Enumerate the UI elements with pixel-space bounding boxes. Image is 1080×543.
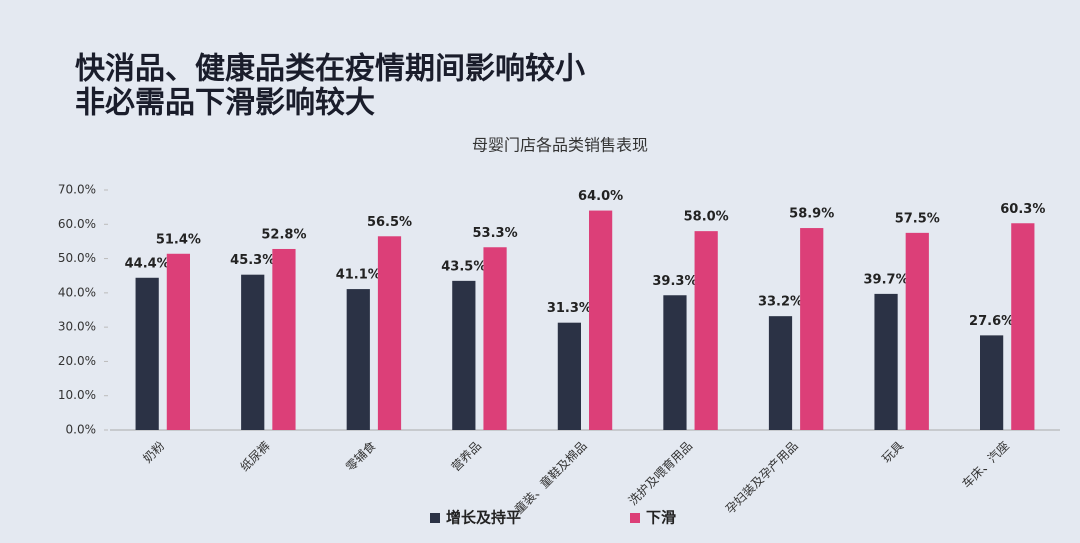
value-label: 44.4%: [125, 256, 170, 271]
value-label: 31.3%: [547, 301, 592, 316]
y-tick-label: 40.0%: [58, 285, 96, 299]
bar: [800, 228, 824, 430]
legend-swatch: [430, 513, 440, 523]
bar: [241, 274, 265, 430]
bar: [663, 295, 687, 430]
headline: 非必需品下滑影响较大: [75, 86, 375, 121]
bar: [768, 316, 793, 430]
bar: [557, 322, 581, 430]
y-tick-label: 0.0%: [66, 423, 97, 437]
value-label: 58.0%: [684, 210, 729, 225]
legend-swatch: [630, 513, 640, 523]
value-label: 41.1%: [336, 268, 381, 283]
y-tick-label: 60.0%: [58, 217, 96, 231]
value-label: 58.9%: [789, 207, 834, 222]
bar: [483, 247, 507, 430]
y-tick-label: 70.0%: [58, 183, 96, 197]
value-label: 52.8%: [261, 227, 306, 242]
bar: [346, 289, 370, 430]
value-label: 64.0%: [578, 189, 623, 204]
legend-label: 下滑: [646, 509, 676, 527]
value-label: 43.5%: [441, 259, 486, 274]
bar: [452, 280, 476, 430]
bar: [272, 248, 296, 430]
value-label: 57.5%: [895, 211, 940, 226]
y-tick-label: 30.0%: [58, 320, 96, 334]
y-tick-label: 50.0%: [58, 251, 96, 265]
bar: [905, 232, 929, 430]
headline: 快消品、健康品类在疫情期间影响较小: [75, 52, 585, 87]
value-label: 39.3%: [652, 274, 697, 289]
bar: [1011, 223, 1035, 430]
chart-title: 母婴门店各品类销售表现: [472, 136, 648, 155]
bar: [377, 236, 402, 430]
bar: [874, 293, 898, 430]
value-label: 27.6%: [969, 314, 1014, 329]
bar: [135, 277, 159, 430]
bar: [166, 253, 190, 430]
value-label: 56.5%: [367, 215, 412, 230]
value-label: 33.2%: [758, 295, 803, 310]
bar: [980, 335, 1004, 430]
y-tick-label: 10.0%: [58, 388, 96, 402]
y-tick-label: 20.0%: [58, 354, 96, 368]
bar: [694, 231, 718, 430]
value-label: 39.7%: [864, 272, 909, 287]
value-label: 53.3%: [473, 226, 518, 241]
bar: [589, 210, 613, 430]
value-label: 45.3%: [230, 253, 275, 268]
value-label: 60.3%: [1000, 202, 1045, 217]
value-label: 51.4%: [156, 232, 201, 247]
legend-label: 增长及持平: [446, 509, 521, 527]
